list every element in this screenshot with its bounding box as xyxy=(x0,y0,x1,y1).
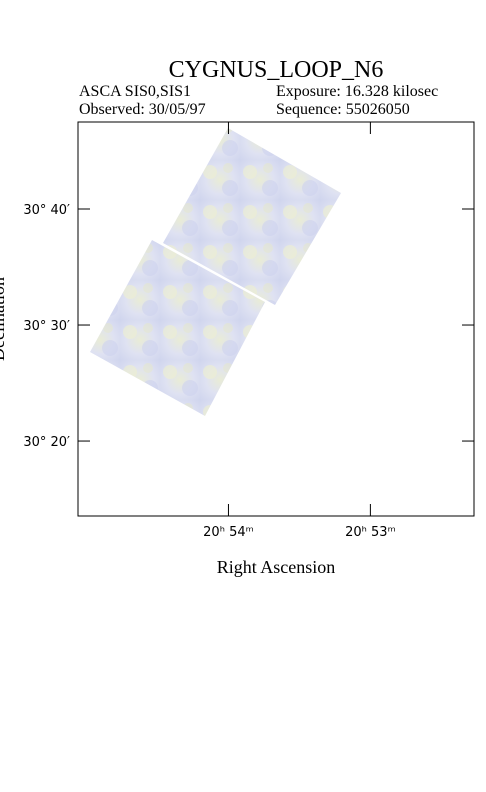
x-axis-label: Right Ascension xyxy=(217,557,336,577)
observed: Observed: 30/05/97 xyxy=(79,101,206,118)
image-tile xyxy=(90,240,265,416)
y-axis-label: Declination xyxy=(0,277,8,361)
chart-title: CYGNUS_LOOP_N6 xyxy=(169,57,384,83)
x-tick-label: 20ʰ 54ᵐ xyxy=(203,525,254,540)
y-tick-label: 30° 20′ xyxy=(23,435,70,450)
x-tick-label: 20ʰ 53ᵐ xyxy=(345,525,396,540)
plot-frame xyxy=(77,121,475,517)
image-tile xyxy=(163,128,341,305)
instrument: ASCA SIS0,SIS1 xyxy=(79,83,191,100)
sequence: Sequence: 55026050 xyxy=(276,101,410,118)
y-tick-label: 30° 30′ xyxy=(23,319,70,334)
exposure: Exposure: 16.328 kilosec xyxy=(276,83,438,100)
y-tick-label: 30° 40′ xyxy=(23,203,70,218)
